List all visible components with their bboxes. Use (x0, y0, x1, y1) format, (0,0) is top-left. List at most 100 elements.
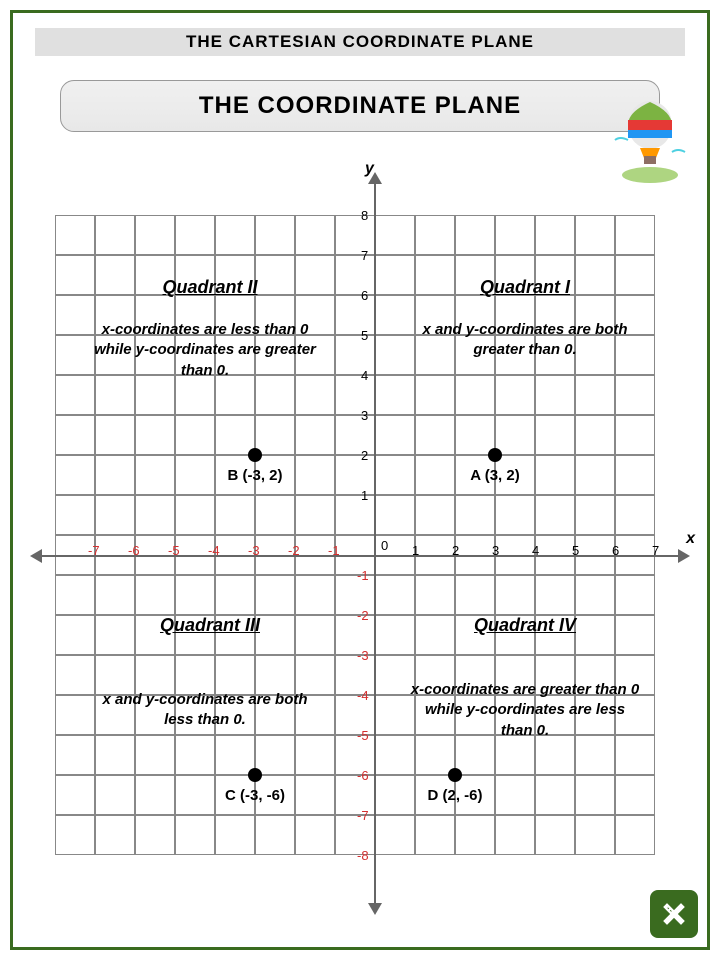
grid-cell (135, 775, 175, 815)
grid-cell (215, 655, 255, 695)
grid-cell (335, 815, 375, 855)
grid-cell (175, 455, 215, 495)
grid-cell (335, 615, 375, 655)
y-tick: 7 (361, 248, 368, 263)
grid-cell (495, 495, 535, 535)
grid-cell (495, 775, 535, 815)
grid-cell (575, 575, 615, 615)
y-tick: 4 (361, 368, 368, 383)
grid-cell (135, 455, 175, 495)
grid-cell (335, 495, 375, 535)
y-axis-arrow-down (368, 903, 382, 915)
grid-cell (255, 375, 295, 415)
grid-cell (55, 495, 95, 535)
grid-cell (215, 575, 255, 615)
point-D (448, 768, 462, 782)
grid-cell (215, 735, 255, 775)
y-tick: -7 (357, 808, 369, 823)
grid-cell (335, 215, 375, 255)
grid-cell (215, 815, 255, 855)
grid-cell (495, 575, 535, 615)
grid-cell (335, 375, 375, 415)
point-label-B: B (-3, 2) (227, 467, 282, 484)
y-tick: -1 (357, 568, 369, 583)
grid-cell (575, 495, 615, 535)
grid-cell (175, 575, 215, 615)
grid-cell (535, 495, 575, 535)
header-bar: THE CARTESIAN COORDINATE PLANE (35, 28, 685, 56)
grid-cell (575, 815, 615, 855)
grid-cell (295, 495, 335, 535)
grid-cell (455, 495, 495, 535)
grid-cell (335, 775, 375, 815)
grid-cell (375, 575, 415, 615)
grid-cell (55, 655, 95, 695)
grid-cell (375, 735, 415, 775)
grid-cell (615, 215, 655, 255)
grid-cell (575, 775, 615, 815)
grid-cell (55, 775, 95, 815)
grid-cell (335, 695, 375, 735)
grid-cell (255, 415, 295, 455)
grid-cell (55, 335, 95, 375)
grid-cell (215, 375, 255, 415)
grid-cell (255, 215, 295, 255)
y-tick: -3 (357, 648, 369, 663)
point-label-D: D (2, -6) (427, 787, 482, 804)
grid-cell (375, 455, 415, 495)
grid-cell (135, 575, 175, 615)
grid-cell (375, 495, 415, 535)
grid-cell (295, 375, 335, 415)
grid-cell (575, 455, 615, 495)
grid-cell (575, 215, 615, 255)
quadrant-4-desc: x-coordinates are greater than 0 while y… (410, 680, 640, 741)
grid-cell (415, 495, 455, 535)
grid-cell (495, 215, 535, 255)
y-axis-arrow-up (368, 172, 382, 184)
grid-cell (615, 415, 655, 455)
grid-cell (375, 255, 415, 295)
grid-cell (455, 415, 495, 455)
grid-cell (215, 215, 255, 255)
grid-cell (55, 455, 95, 495)
grid-cell (135, 655, 175, 695)
grid-cell (55, 615, 95, 655)
grid-cell (535, 215, 575, 255)
quadrant-4-title: Quadrant IV (425, 615, 625, 636)
grid-cell (375, 295, 415, 335)
quadrant-1-desc: x and y-coordinates are both greater tha… (410, 320, 640, 361)
grid-cell (255, 815, 295, 855)
grid-cell (335, 655, 375, 695)
grid-cell (495, 815, 535, 855)
grid-cell (175, 775, 215, 815)
origin-label: 0 (381, 538, 388, 553)
quadrant-1-title: Quadrant I (425, 277, 625, 298)
grid-cell (95, 455, 135, 495)
subtitle-text: THE COORDINATE PLANE (199, 92, 521, 120)
grid-cell (495, 415, 535, 455)
subtitle-box: THE COORDINATE PLANE (60, 80, 660, 132)
grid-cell (375, 695, 415, 735)
y-tick: -4 (357, 688, 369, 703)
grid-cell (95, 495, 135, 535)
grid-cell (535, 455, 575, 495)
y-tick: -5 (357, 728, 369, 743)
header-text: THE CARTESIAN COORDINATE PLANE (186, 32, 534, 52)
grid-cell (455, 815, 495, 855)
grid-cell (255, 495, 295, 535)
grid-cell (135, 375, 175, 415)
grid-cell (375, 775, 415, 815)
grid-cell (415, 815, 455, 855)
y-tick: -6 (357, 768, 369, 783)
point-A (488, 448, 502, 462)
grid-cell (55, 295, 95, 335)
grid-cell (95, 415, 135, 455)
grid-cell (335, 295, 375, 335)
grid-cell (415, 375, 455, 415)
grid-cell (295, 775, 335, 815)
grid-cell (615, 815, 655, 855)
grid-cell (455, 735, 495, 775)
grid-cell (135, 735, 175, 775)
grid-cell (615, 375, 655, 415)
grid-cell (295, 455, 335, 495)
